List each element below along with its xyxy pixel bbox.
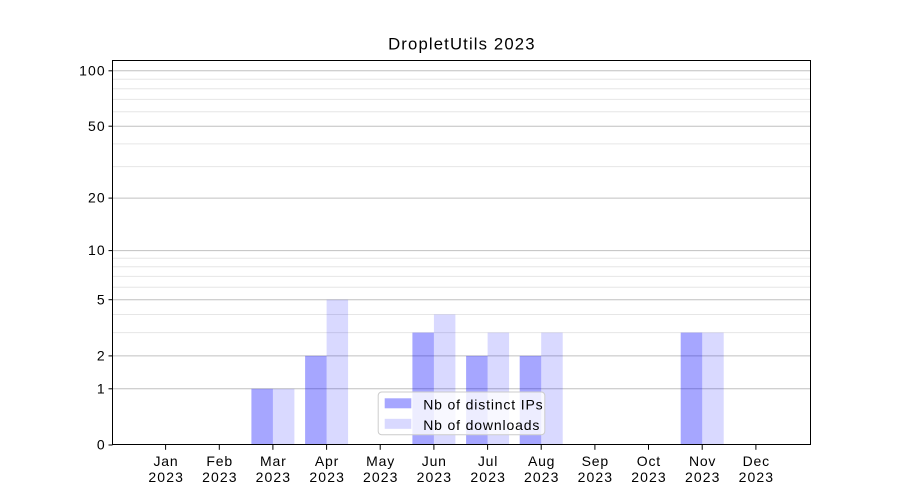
svg-text:1: 1 (97, 380, 106, 396)
svg-text:Aug: Aug (528, 453, 555, 469)
svg-text:Dec: Dec (743, 453, 770, 469)
svg-text:Jul: Jul (478, 453, 498, 469)
svg-text:2023: 2023 (202, 469, 238, 485)
svg-text:2023: 2023 (739, 469, 775, 485)
svg-text:Nb of distinct IPs: Nb of distinct IPs (423, 397, 543, 413)
svg-text:Nov: Nov (689, 453, 716, 469)
svg-text:Nb of downloads: Nb of downloads (423, 417, 540, 433)
svg-text:Mar: Mar (260, 453, 287, 469)
svg-text:Sep: Sep (582, 453, 609, 469)
svg-text:2023: 2023 (685, 469, 721, 485)
svg-text:Apr: Apr (315, 453, 339, 469)
svg-text:2023: 2023 (309, 469, 345, 485)
svg-text:0: 0 (97, 437, 106, 453)
svg-text:2: 2 (97, 348, 106, 364)
svg-text:2023: 2023 (631, 469, 667, 485)
svg-text:2023: 2023 (524, 469, 560, 485)
svg-text:2023: 2023 (417, 469, 453, 485)
svg-text:DropletUtils 2023: DropletUtils 2023 (388, 34, 536, 53)
svg-text:Jan: Jan (154, 453, 179, 469)
svg-text:2023: 2023 (256, 469, 292, 485)
svg-text:50: 50 (88, 118, 106, 134)
svg-text:20: 20 (88, 190, 106, 206)
svg-text:2023: 2023 (148, 469, 184, 485)
svg-text:2023: 2023 (363, 469, 399, 485)
svg-text:May: May (366, 453, 395, 469)
svg-text:5: 5 (97, 291, 106, 307)
svg-text:Oct: Oct (637, 453, 661, 469)
svg-text:2023: 2023 (578, 469, 614, 485)
svg-text:100: 100 (79, 62, 106, 78)
svg-text:Jun: Jun (422, 453, 447, 469)
svg-text:2023: 2023 (470, 469, 506, 485)
svg-text:Feb: Feb (206, 453, 233, 469)
svg-text:10: 10 (88, 242, 106, 258)
